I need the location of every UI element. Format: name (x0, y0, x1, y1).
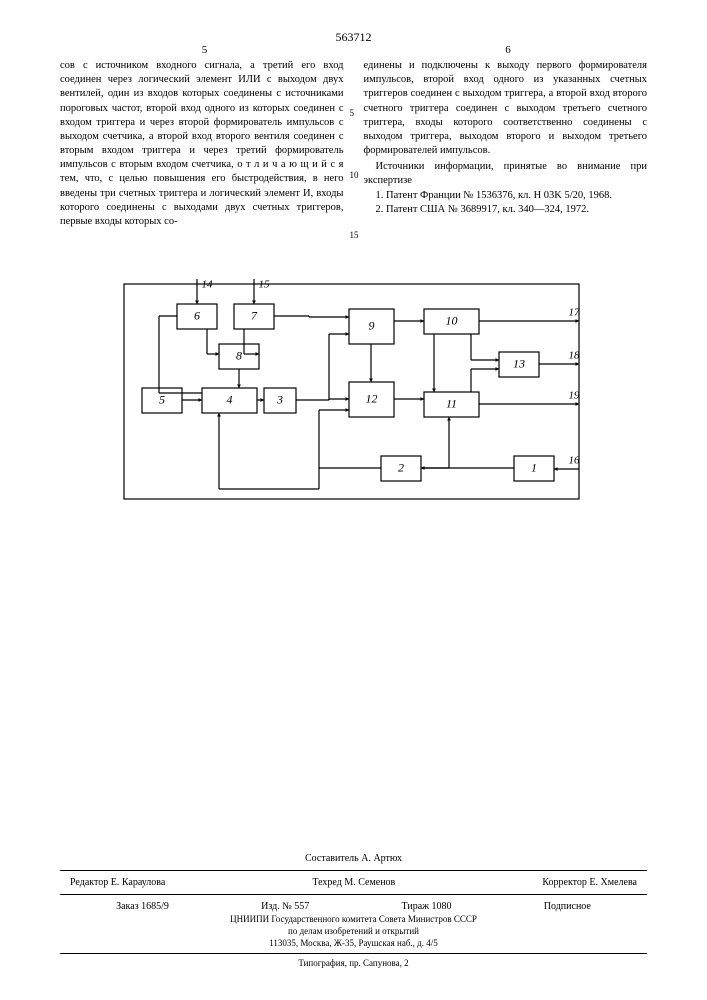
svg-text:3: 3 (276, 392, 283, 406)
svg-text:15: 15 (258, 279, 270, 291)
svg-text:2: 2 (398, 460, 404, 474)
svg-text:17: 17 (568, 307, 580, 319)
org-line-2: по делам изобретений и открытий (60, 926, 647, 938)
references-heading: Источники информации, принятые во вниман… (364, 160, 648, 188)
body-text-right-p1: единены и подключены к выходу первого фо… (364, 59, 648, 158)
svg-text:6: 6 (194, 308, 200, 322)
text-columns: сов с источником входного сигнала, а тре… (60, 59, 647, 229)
svg-text:5: 5 (159, 392, 165, 406)
svg-text:19: 19 (568, 390, 580, 402)
svg-text:10: 10 (445, 313, 457, 327)
subscription: Подписное (544, 901, 591, 912)
print-row: Заказ 1685/9 Изд. № 557 Тираж 1080 Подпи… (60, 899, 647, 914)
reference-2: 2. Патент США № 3689917, кл. 340—324, 19… (364, 203, 648, 217)
izd-number: Изд. № 557 (261, 901, 309, 912)
tirage: Тираж 1080 (402, 901, 452, 912)
order-number: Заказ 1685/9 (116, 901, 169, 912)
tech-editor: Техред М. Семенов (312, 877, 395, 888)
svg-text:14: 14 (201, 279, 213, 291)
printing-house: Типография, пр. Сапунова, 2 (60, 958, 647, 970)
svg-text:11: 11 (445, 396, 456, 410)
line-number: 5 (350, 107, 355, 119)
svg-text:12: 12 (365, 391, 377, 405)
block-diagram: 12345678910111213141516171819 (60, 279, 647, 504)
body-text-left: сов с источником входного сигнала, а тре… (60, 60, 344, 227)
svg-text:18: 18 (568, 350, 580, 362)
line-number: 15 (350, 229, 359, 241)
svg-text:13: 13 (513, 356, 525, 370)
svg-text:9: 9 (368, 318, 374, 332)
svg-text:8: 8 (236, 348, 242, 362)
line-number: 10 (350, 169, 359, 181)
svg-text:4: 4 (226, 392, 232, 406)
editor: Редактор Е. Караулова (70, 877, 165, 888)
page: 563712 сов с источником входного сигнала… (0, 0, 707, 524)
svg-text:16: 16 (568, 455, 580, 467)
staff-row: Редактор Е. Караулова Техред М. Семенов … (60, 875, 647, 890)
svg-text:1: 1 (531, 460, 537, 474)
org-line-1: ЦНИИПИ Государственного комитета Совета … (60, 914, 647, 926)
left-column: сов с источником входного сигнала, а тре… (60, 59, 344, 229)
right-column: 5 10 15 единены и подключены к выходу пе… (364, 59, 648, 229)
org-line-3: 113035, Москва, Ж-35, Раушская наб., д. … (60, 938, 647, 950)
corrector: Корректор Е. Хмелева (542, 877, 637, 888)
svg-text:7: 7 (251, 308, 258, 322)
reference-1: 1. Патент Франции № 1536376, кл. H 03K 5… (364, 189, 648, 203)
document-number: 563712 (60, 30, 647, 45)
footer: Составитель А. Артюх Редактор Е. Карауло… (60, 853, 647, 970)
compiler: Составитель А. Артюх (60, 853, 647, 864)
diagram-svg: 12345678910111213141516171819 (119, 279, 589, 504)
